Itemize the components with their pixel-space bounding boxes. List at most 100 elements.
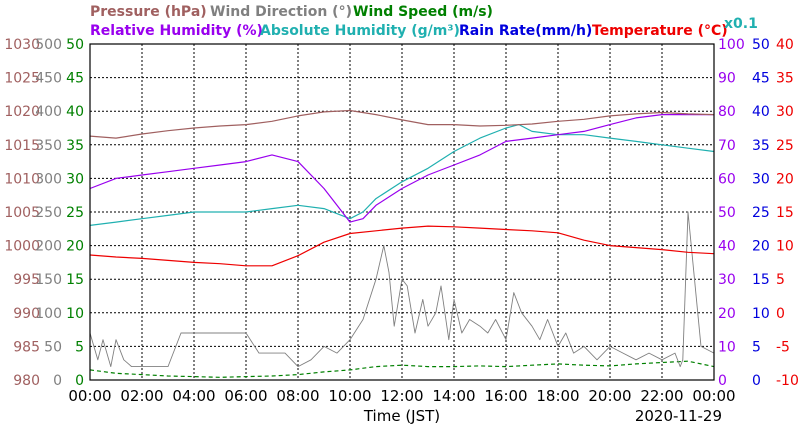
y-tick-temperature: -10 <box>776 373 799 389</box>
y-tick-pressure: 1025 <box>4 71 40 87</box>
y-tick-wind_speed: 40 <box>66 104 84 120</box>
y-tick-humidity: 30 <box>718 272 736 288</box>
y-tick-wind_direction: 200 <box>35 239 62 255</box>
y-tick-humidity: 40 <box>718 239 736 255</box>
x-tick-label: 00:00 <box>68 387 111 405</box>
axis-ticks: 9809859909951000100510101015102010251030… <box>4 37 799 389</box>
y-tick-wind_direction: 100 <box>35 306 62 322</box>
y-tick-pressure: 1020 <box>4 104 40 120</box>
y-tick-humidity: 90 <box>718 71 736 87</box>
legend-temperature: Temperature (°C) <box>592 23 728 39</box>
y-tick-wind_speed: 25 <box>66 205 84 221</box>
y-tick-temperature: 35 <box>776 71 794 87</box>
x-tick-label: 08:00 <box>276 387 319 405</box>
legend-scale-note: x0.1 <box>724 16 758 32</box>
y-tick-pressure: 980 <box>13 373 40 389</box>
y-tick-wind_direction: 450 <box>35 71 62 87</box>
grid <box>90 44 714 380</box>
y-tick-wind_direction: 300 <box>35 171 62 187</box>
y-tick-rain_rate: 35 <box>752 138 770 154</box>
y-tick-pressure: 1000 <box>4 239 40 255</box>
y-tick-wind_speed: 30 <box>66 171 84 187</box>
series-line-absolute-humidity-g-m <box>89 123 715 226</box>
y-tick-rain_rate: 50 <box>752 37 770 53</box>
y-tick-pressure: 1010 <box>4 171 40 187</box>
y-tick-wind_direction: 350 <box>35 138 62 154</box>
y-tick-wind_speed: 50 <box>66 37 84 53</box>
y-tick-wind_direction: 500 <box>35 37 62 53</box>
y-tick-rain_rate: 15 <box>752 272 770 288</box>
y-tick-humidity: 10 <box>718 339 736 355</box>
y-tick-temperature: 25 <box>776 138 794 154</box>
y-tick-temperature: 40 <box>776 37 794 53</box>
y-tick-pressure: 995 <box>13 272 40 288</box>
series-line-wind-speed-m-s <box>89 360 715 378</box>
x-tick-label: 14:00 <box>432 387 475 405</box>
legend-relative-humidity: Relative Humidity (%) <box>90 23 263 39</box>
y-tick-rain_rate: 30 <box>752 171 770 187</box>
legend-rain-rate: Rain Rate(mm/h) <box>459 23 592 39</box>
x-tick-label: 16:00 <box>484 387 527 405</box>
plot-frame <box>89 43 715 381</box>
x-tick-label: 02:00 <box>120 387 163 405</box>
y-tick-temperature: 30 <box>776 104 794 120</box>
y-tick-rain_rate: 10 <box>752 306 770 322</box>
y-tick-humidity: 60 <box>718 171 736 187</box>
series-line-relative-humidity <box>89 113 714 223</box>
legend: Pressure (hPa) Wind Direction (°) Wind S… <box>90 4 758 39</box>
plot-series <box>89 109 715 378</box>
y-tick-temperature: 10 <box>776 239 794 255</box>
y-tick-pressure: 990 <box>13 306 40 322</box>
x-tick-label: 18:00 <box>536 387 579 405</box>
y-tick-pressure: 1015 <box>4 138 40 154</box>
y-tick-humidity: 20 <box>718 306 736 322</box>
legend-absolute-humidity: Absolute Humidity (g/m³) <box>260 23 460 39</box>
y-tick-temperature: 20 <box>776 171 794 187</box>
y-tick-wind_speed: 5 <box>75 339 84 355</box>
y-tick-humidity: 100 <box>718 37 745 53</box>
y-tick-rain_rate: 20 <box>752 239 770 255</box>
x-tick-label: 20:00 <box>588 387 631 405</box>
y-tick-humidity: 70 <box>718 138 736 154</box>
y-tick-temperature: 0 <box>776 306 785 322</box>
chart-date: 2020-11-29 <box>635 407 722 425</box>
y-tick-wind_direction: 0 <box>53 373 62 389</box>
y-tick-rain_rate: 25 <box>752 205 770 221</box>
y-tick-rain_rate: 5 <box>752 339 761 355</box>
x-tick-label: 22:00 <box>640 387 683 405</box>
y-tick-pressure: 985 <box>13 339 40 355</box>
x-tick-label: 06:00 <box>224 387 267 405</box>
y-tick-wind_speed: 0 <box>75 373 84 389</box>
y-tick-rain_rate: 40 <box>752 104 770 120</box>
series-line-pressure-hpa <box>89 109 715 139</box>
y-tick-temperature: -5 <box>776 339 790 355</box>
y-tick-wind_direction: 400 <box>35 104 62 120</box>
y-tick-temperature: 5 <box>776 272 785 288</box>
x-tick-label: 04:00 <box>172 387 215 405</box>
legend-wind-direction: Wind Direction (°) <box>210 4 352 20</box>
y-tick-wind_speed: 15 <box>66 272 84 288</box>
y-tick-humidity: 0 <box>718 373 727 389</box>
y-tick-humidity: 50 <box>718 205 736 221</box>
y-tick-wind_speed: 10 <box>66 306 84 322</box>
y-tick-wind_speed: 45 <box>66 71 84 87</box>
x-tick-label: 10:00 <box>328 387 371 405</box>
y-tick-humidity: 80 <box>718 104 736 120</box>
y-tick-wind_speed: 20 <box>66 239 84 255</box>
y-tick-pressure: 1030 <box>4 37 40 53</box>
x-axis-label: Time (JST) <box>363 407 440 425</box>
y-tick-rain_rate: 0 <box>752 373 761 389</box>
y-tick-wind_speed: 35 <box>66 138 84 154</box>
x-axis-ticks: 00:00 02:00 04:00 06:00 08:00 10:00 12:00 14:00… <box>68 387 735 405</box>
y-tick-wind_direction: 50 <box>44 339 62 355</box>
series-line-temperature-c <box>89 225 715 267</box>
x-tick-label: 12:00 <box>380 387 423 405</box>
y-tick-wind_direction: 250 <box>35 205 62 221</box>
series-line-wind-direction <box>89 211 715 368</box>
y-tick-pressure: 1005 <box>4 205 40 221</box>
y-tick-rain_rate: 45 <box>752 71 770 87</box>
legend-wind-speed: Wind Speed (m/s) <box>353 4 493 20</box>
y-tick-wind_direction: 150 <box>35 272 62 288</box>
y-tick-temperature: 15 <box>776 205 794 221</box>
